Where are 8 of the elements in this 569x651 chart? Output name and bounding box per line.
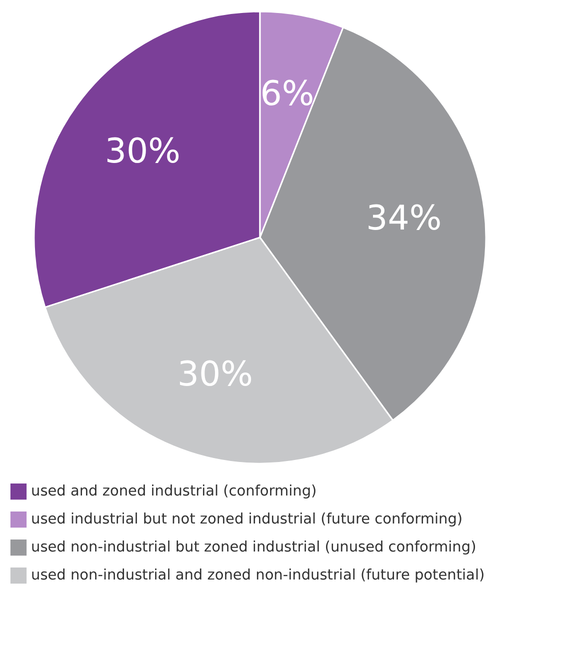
data-label: 34% bbox=[366, 198, 442, 238]
data-label: 30% bbox=[104, 131, 180, 172]
legend-label: used industrial but not zoned industrial (future conforming) bbox=[31, 512, 463, 528]
legend-label: used non-industrial and zoned non-industrial (future potential) bbox=[31, 568, 485, 584]
data-label: 6% bbox=[260, 74, 314, 114]
legend-label: used and zoned industrial (conforming) bbox=[31, 484, 317, 500]
legend-label: used non-industrial but zoned industrial (unused conforming) bbox=[31, 540, 476, 556]
data-label: 30% bbox=[177, 354, 253, 394]
